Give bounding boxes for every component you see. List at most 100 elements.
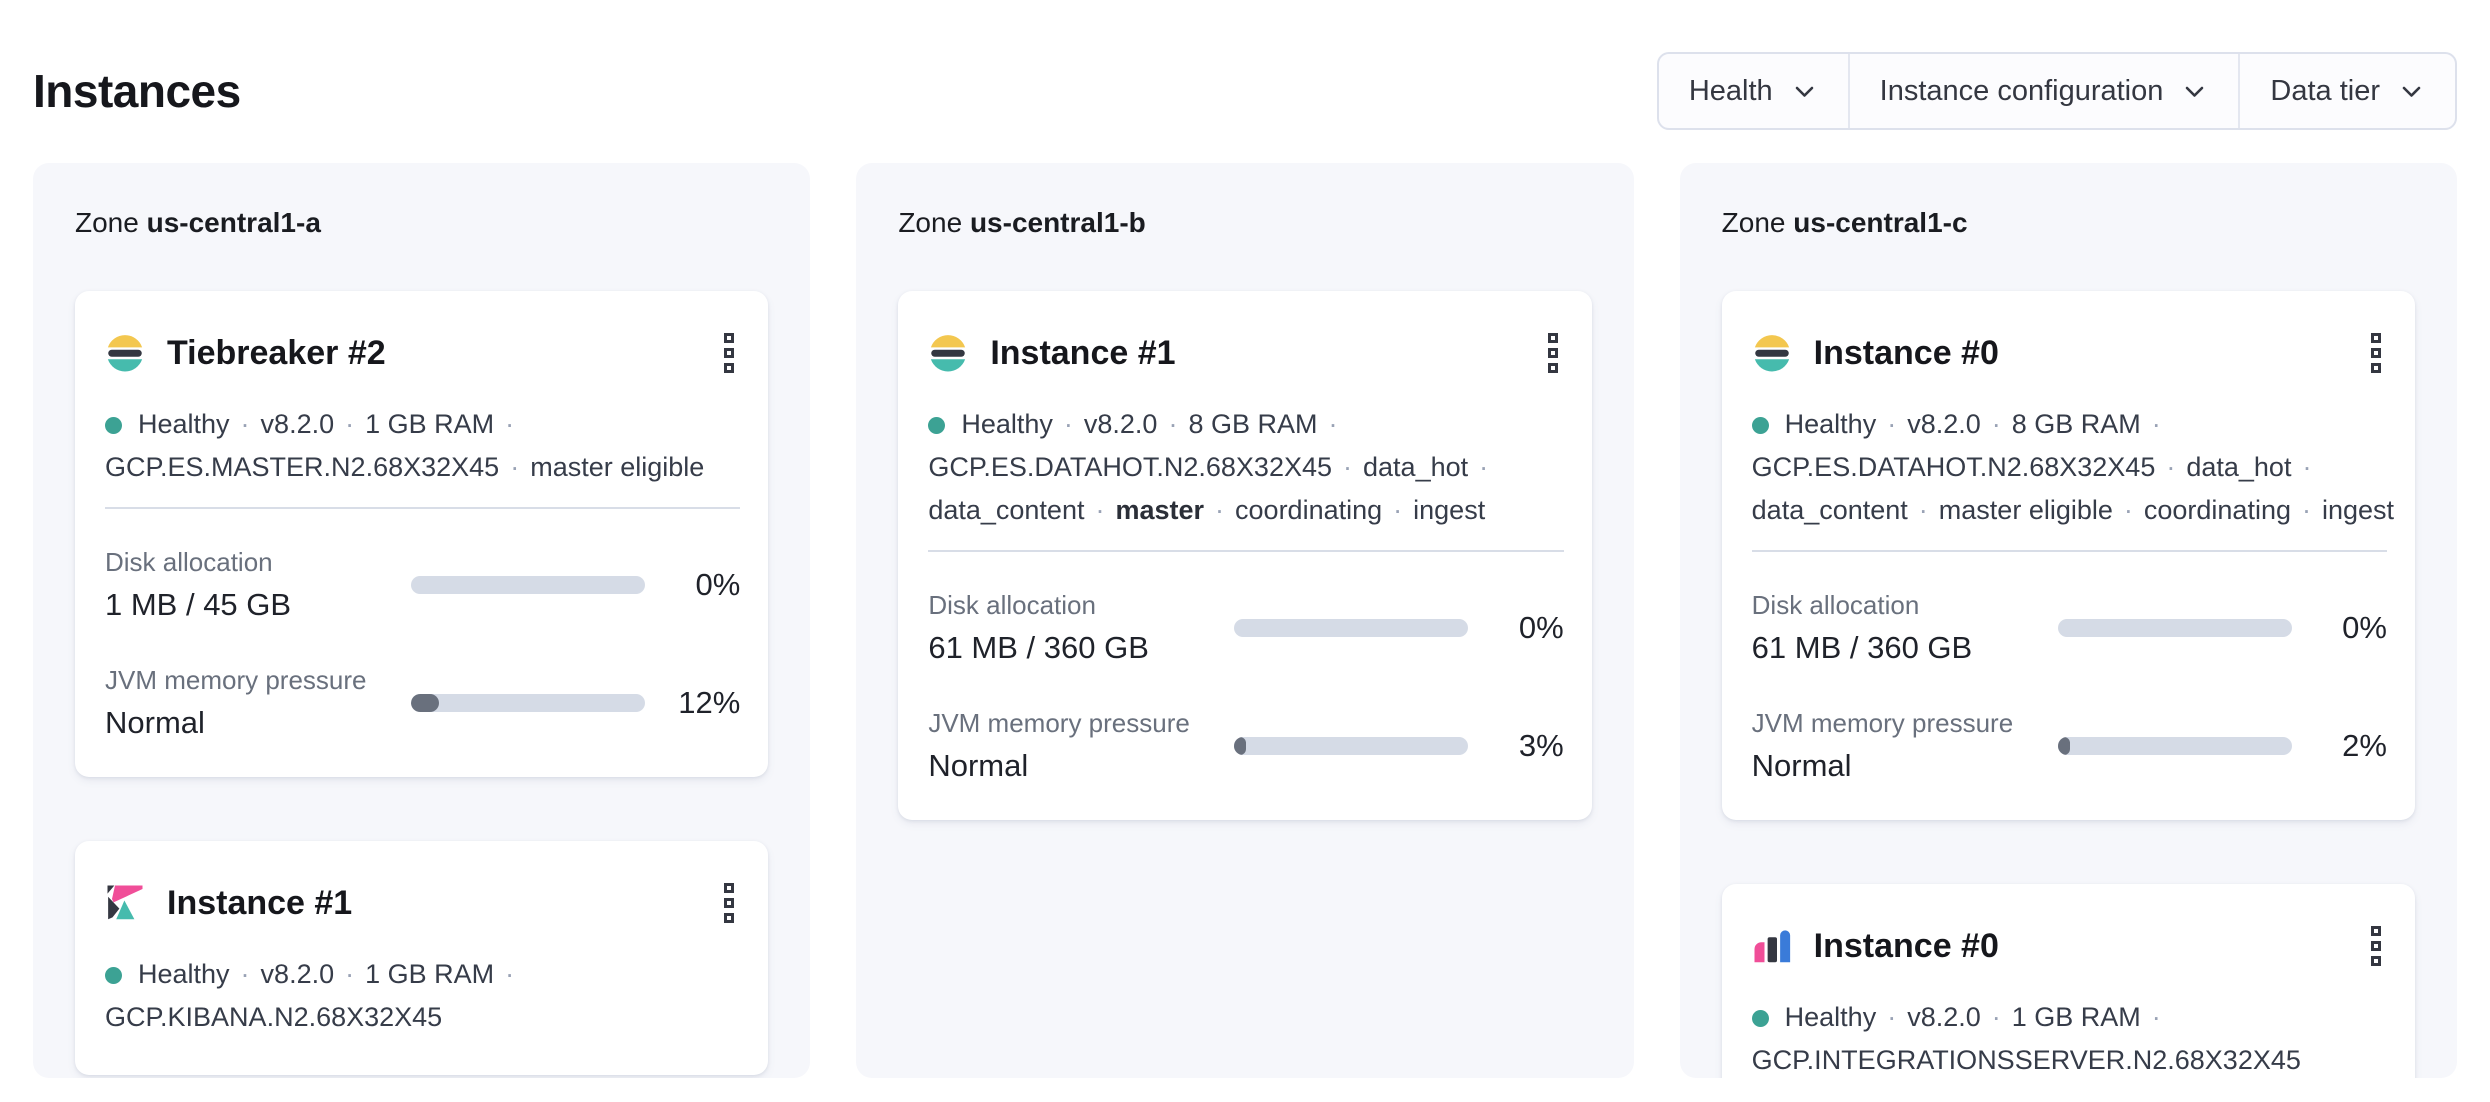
healthy-status-dot (1751, 1010, 1769, 1027)
kebab-box-icon (2370, 941, 2381, 951)
zone-label: Zone us-central1-a (75, 207, 321, 238)
filter-button-data-tier[interactable]: Data tier (2238, 54, 2455, 128)
meta-text: v8.2.0 (260, 959, 335, 989)
meta-separator: · (2151, 409, 2161, 439)
instance-card: Instance #1 Healthy · v8.2.0 · 1 GB RAM · GCP.K… (75, 841, 769, 1075)
metric-progress-bar (411, 694, 645, 712)
metric-row: JVM memory pressure Normal 2% (1752, 708, 2387, 784)
instance-actions-menu-button[interactable] (2365, 922, 2387, 970)
kebab-box-icon (2370, 348, 2381, 358)
meta-text: Healthy (138, 959, 230, 989)
healthy-status-dot (105, 967, 122, 984)
metric-row: Disk allocation 61 MB / 360 GB 0% (1752, 590, 2387, 666)
instance-actions-menu-button[interactable] (718, 879, 740, 927)
metric-progress-bar (1234, 737, 1469, 755)
metric-label: JVM memory pressure (928, 708, 1190, 738)
instance-actions-menu-button[interactable] (1542, 329, 1564, 377)
meta-separator: · (1343, 452, 1353, 482)
metric-label: Disk allocation (105, 547, 273, 577)
instance-card: Tiebreaker #2 Healthy · v8.2.0 · 1 GB RAM · GCP… (75, 291, 769, 777)
meta-separator: · (2302, 452, 2312, 482)
healthy-status-dot (928, 417, 946, 434)
elasticsearch-logo (1754, 335, 1789, 372)
meta-text: data_hot (2186, 452, 2292, 482)
metric-progress-fill (411, 694, 440, 712)
metric-progress-fill (1234, 737, 1247, 755)
zones-container: Zone us-central1-a Tiebreaker #2 Healthy ·… (0, 163, 2490, 1078)
healthy-status-dot (105, 417, 122, 434)
metric-progress-bar (2057, 737, 2292, 755)
page-title: Instances (33, 65, 241, 117)
metric-text: Disk allocation 1 MB / 45 GB (105, 547, 411, 623)
meta-separator: · (240, 959, 250, 989)
meta-text: v8.2.0 (1907, 409, 1981, 439)
metric-value: 1 MB / 45 GB (105, 587, 292, 622)
metric-percent: 2% (2342, 728, 2387, 763)
meta-text: 1 GB RAM (365, 409, 495, 439)
instance-meta: Healthy · v8.2.0 · 1 GB RAM · GCP.INTEGRATIONS… (1751, 996, 2387, 1078)
instance-card-header: Instance #1 (105, 879, 740, 927)
healthy-status-dot (1751, 417, 1769, 434)
meta-text: master (1115, 495, 1205, 525)
card-divider (105, 507, 741, 509)
meta-text: v8.2.0 (1083, 409, 1158, 439)
metric-progress-fill (2057, 737, 2070, 755)
instance-card-header: Instance #0 (1752, 329, 2387, 377)
meta-separator: · (1393, 495, 1403, 525)
metric-text: Disk allocation 61 MB / 360 GB (928, 590, 1234, 666)
chevron-down-icon (2402, 86, 2421, 97)
kebab-box-icon (724, 913, 735, 923)
metric-row: JVM memory pressure Normal 12% (105, 665, 740, 741)
filter-button-label: Health (1688, 74, 1773, 107)
meta-text: GCP.ES.DATAHOT.N2.68X32X45 (928, 452, 1333, 482)
meta-text: v8.2.0 (260, 409, 335, 439)
integrations-server-logo (1754, 930, 1790, 963)
instance-card-header: Tiebreaker #2 (105, 329, 740, 377)
instance-meta-line: GCP.ES.DATAHOT.N2.68X32X45 · data_hot · (1752, 446, 2387, 489)
filter-button-health[interactable]: Health (1659, 54, 1848, 128)
meta-text: Healthy (1784, 409, 1877, 439)
chevron-down-icon (1795, 86, 1813, 97)
metric-row: Disk allocation 1 MB / 45 GB 0% (105, 547, 740, 623)
instance-meta-line: Healthy · v8.2.0 · 1 GB RAM · (105, 403, 740, 446)
instance-meta-line: Healthy · v8.2.0 · 8 GB RAM · (1751, 403, 2387, 446)
meta-separator: · (2151, 1002, 2161, 1032)
metric-label: Disk allocation (928, 590, 1096, 620)
instance-title: Instance #1 (990, 333, 1176, 372)
metric-value: 61 MB / 360 GB (1751, 630, 1973, 665)
metric-percent: 0% (695, 567, 741, 602)
meta-text: Healthy (1784, 1002, 1877, 1032)
meta-text: coordinating (2143, 495, 2291, 525)
meta-separator: · (2166, 452, 2176, 482)
instance-card-header: Instance #0 (1752, 922, 2387, 970)
meta-text: coordinating (1235, 495, 1383, 525)
metric-label: Disk allocation (1751, 590, 1920, 620)
filter-button-instance-configuration[interactable]: Instance configuration (1847, 54, 2239, 128)
meta-text: Healthy (961, 409, 1053, 439)
instance-actions-menu-button[interactable] (2365, 329, 2387, 377)
metric-text: JVM memory pressure Normal (1752, 708, 2058, 784)
instance-meta-line: Healthy · v8.2.0 · 8 GB RAM · (928, 403, 1563, 446)
meta-text: 8 GB RAM (2011, 409, 2141, 439)
metric-percent: 0% (2342, 610, 2387, 645)
page-header: Instances Health Instance configuration … (0, 0, 2490, 132)
card-divider (1751, 550, 2387, 552)
instance-card: Instance #0 Healthy · v8.2.0 · 1 GB RAM · GCP.I… (1721, 884, 2415, 1078)
instance-meta-line: GCP.ES.DATAHOT.N2.68X32X45 · data_hot · (928, 446, 1563, 489)
meta-separator: · (2123, 495, 2133, 525)
meta-separator: · (505, 409, 515, 439)
meta-separator: · (240, 409, 250, 439)
kebab-box-icon (2370, 333, 2381, 343)
filter-button-label: Instance configuration (1879, 74, 2164, 107)
meta-text: data_content (1751, 495, 1908, 525)
zone-label: Zone us-central1-c (1721, 207, 1968, 238)
instance-meta-line: data_content · master · coordinating · ingest (928, 489, 1563, 532)
metric-progress-bar (2057, 619, 2292, 637)
instance-meta-line: GCP.INTEGRATIONSSERVER.N2.68X32X45 (1752, 1039, 2387, 1078)
instance-actions-menu-button[interactable] (718, 329, 740, 377)
kebab-box-icon (724, 898, 735, 908)
metric-value: Normal (1751, 748, 1852, 783)
meta-text: data_content (928, 495, 1085, 525)
kebab-box-icon (724, 883, 735, 893)
meta-text: master eligible (1938, 495, 2113, 525)
